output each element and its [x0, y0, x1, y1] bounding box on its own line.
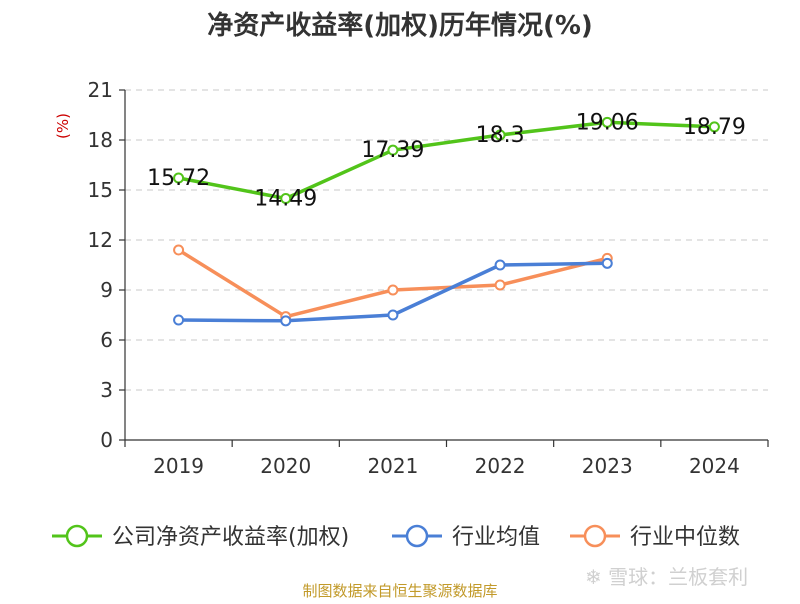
- y-tick-label-15: 15: [88, 178, 113, 202]
- x-tick-label-2024: 2024: [689, 454, 740, 478]
- x-tick-label-2022: 2022: [475, 454, 526, 478]
- y-tick-label-12: 12: [88, 228, 113, 252]
- data-label-2020: 14.49: [254, 187, 317, 212]
- legend-swatch-marker-2: [583, 524, 607, 548]
- y-tick-label-6: 6: [100, 328, 113, 352]
- x-tick-label-2023: 2023: [582, 454, 633, 478]
- series-line-0: [176, 120, 717, 201]
- series-lines: [173, 116, 720, 327]
- y-tick-label-18: 18: [88, 128, 113, 152]
- y-tick-label-9: 9: [100, 278, 113, 302]
- y-tick-label-21: 21: [88, 78, 113, 102]
- data-point-s1-2021: [387, 309, 399, 321]
- data-point-s0-2024: [708, 121, 720, 133]
- chart-title: 净资产收益率(加权)历年情况(%): [207, 10, 593, 41]
- data-point-s0-2023: [601, 116, 613, 128]
- data-label-2019: 15.72: [147, 166, 210, 191]
- grid-lines: [125, 89, 768, 391]
- x-tick-label-2021: 2021: [367, 454, 418, 478]
- legend-item-0[interactable]: 公司净资产收益率(加权): [52, 524, 349, 550]
- data-point-s0-2019: [173, 172, 185, 184]
- data-point-s0-2020: [280, 193, 292, 204]
- data-point-s1-2022: [494, 259, 506, 271]
- y-tick-label-3: 3: [100, 378, 113, 402]
- legend-swatch-marker-0: [65, 524, 89, 548]
- legend-label-0: 公司净资产收益率(加权): [112, 525, 349, 550]
- axes: 0 3 6 9 12 15 18 21 2019 2020 2021 2022 2023 2024: [88, 78, 769, 478]
- data-source-note: 制图数据来自恒生聚源数据库: [302, 582, 497, 600]
- x-tick-label-2019: 2019: [153, 454, 204, 478]
- data-labels: 15.72 14.49 17.39 18.3 19.06 18.79: [147, 110, 746, 211]
- legend-swatch-marker-1: [405, 524, 429, 548]
- y-tick-label-0: 0: [100, 428, 113, 452]
- legend-item-1[interactable]: 行业均值: [392, 524, 540, 550]
- y-axis-unit: (%): [54, 113, 72, 139]
- data-point-s1-2019: [173, 314, 185, 326]
- data-label-2024: 18.79: [683, 115, 746, 140]
- data-point-s0-2022: [494, 129, 506, 141]
- legend-label-1: 行业均值: [452, 525, 540, 550]
- data-point-s2-2019: [173, 244, 185, 256]
- legend: 公司净资产收益率(加权) 行业均值 行业中位数: [52, 524, 740, 550]
- x-tick-label-2020: 2020: [260, 454, 311, 478]
- series-line-2: [176, 248, 610, 319]
- legend-label-2: 行业中位数: [630, 525, 740, 550]
- data-label-2021: 17.39: [361, 138, 424, 163]
- data-label-2022: 18.3: [476, 123, 525, 148]
- legend-item-2[interactable]: 行业中位数: [570, 524, 740, 550]
- data-point-s1-2023: [601, 257, 613, 269]
- watermark: ❄ 雪球：兰板套利: [585, 565, 748, 589]
- data-point-s2-2021: [387, 284, 399, 296]
- data-point-s0-2021: [387, 144, 399, 156]
- data-point-s2-2022: [494, 279, 506, 291]
- data-label-2023: 19.06: [576, 110, 639, 135]
- data-point-s1-2020: [280, 315, 292, 327]
